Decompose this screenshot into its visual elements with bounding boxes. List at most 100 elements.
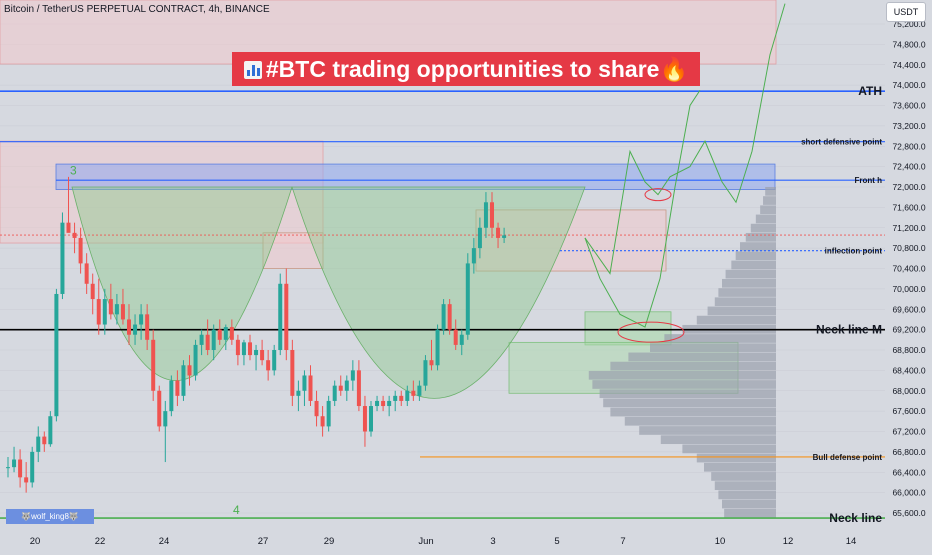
- candle-body: [369, 406, 373, 432]
- candle-body: [241, 342, 246, 356]
- x-tick-label: 5: [554, 536, 559, 547]
- candle-body: [254, 350, 259, 356]
- candle-body: [169, 380, 174, 412]
- candle-body: [151, 339, 156, 391]
- volume-bar-20: [588, 370, 776, 380]
- level-label-5: Bull defense point: [813, 453, 883, 462]
- volume-bar-27: [660, 435, 776, 445]
- volume-bar-2: [760, 205, 776, 215]
- y-tick-label: 75,200.0: [892, 19, 925, 29]
- x-tick-label: 12: [783, 536, 794, 547]
- candle-body: [90, 283, 95, 300]
- x-tick-label: 7: [620, 536, 625, 547]
- candle-body: [272, 350, 277, 371]
- currency-chip[interactable]: USDT: [886, 2, 926, 22]
- candle-body: [229, 327, 234, 340]
- candle-body: [66, 222, 71, 233]
- y-tick-label: 68,800.0: [892, 345, 925, 355]
- y-tick-label: 70,400.0: [892, 264, 925, 274]
- candle-body: [187, 365, 192, 376]
- candle-body: [362, 406, 367, 432]
- candle-body: [223, 327, 228, 340]
- candle-body: [344, 380, 349, 391]
- y-tick-label: 65,600.0: [892, 508, 925, 518]
- candle-body: [199, 334, 204, 345]
- candle-body: [471, 248, 476, 264]
- y-tick-label: 69,200.0: [892, 325, 925, 335]
- candle-body: [381, 400, 386, 407]
- volume-bar-29: [696, 453, 776, 463]
- candle-body: [12, 459, 17, 468]
- y-tick-label: 74,800.0: [892, 39, 925, 49]
- resistance-zone-left: [0, 140, 324, 244]
- candle-body: [429, 360, 434, 366]
- volume-bar-0: [765, 187, 776, 196]
- candle-body: [496, 227, 501, 238]
- candle-body: [72, 232, 77, 238]
- candle-body: [405, 390, 410, 401]
- highlight-ellipse: [617, 321, 685, 343]
- volume-bar-1: [763, 196, 776, 205]
- candle-body: [465, 263, 470, 335]
- candle-body: [502, 235, 507, 238]
- title-banner: #BTC trading opportunities to share🔥: [232, 52, 700, 86]
- candle-body: [54, 293, 59, 417]
- candle-body: [441, 304, 446, 330]
- volume-bar-22: [599, 389, 776, 399]
- volume-bar-4: [750, 223, 776, 233]
- candle-body: [114, 304, 119, 315]
- volume-bar-21: [592, 380, 776, 389]
- candle-body: [447, 304, 452, 330]
- volume-bar-9: [725, 269, 776, 279]
- candle-body: [350, 370, 355, 381]
- candle-body: [387, 400, 392, 407]
- volume-bar-12: [714, 297, 776, 307]
- x-tick-label: 10: [715, 536, 726, 547]
- y-tick-label: 73,600.0: [892, 101, 925, 111]
- y-tick-label: 73,200.0: [892, 121, 925, 131]
- candle-body: [181, 365, 186, 396]
- x-tick-label: 22: [95, 536, 106, 547]
- y-tick-label: 69,600.0: [892, 304, 925, 314]
- candle-body: [435, 329, 440, 366]
- volume-bar-14: [696, 315, 776, 325]
- volume-bar-33: [718, 490, 776, 500]
- level-label-2: Front h: [854, 176, 882, 185]
- candle-body: [127, 319, 131, 335]
- x-tick-label: 20: [30, 536, 41, 547]
- y-tick-label: 70,800.0: [892, 243, 925, 253]
- candle-body: [490, 202, 494, 228]
- volume-bar-17: [650, 343, 776, 353]
- volume-bar-8: [731, 260, 776, 270]
- candle-body: [278, 283, 283, 350]
- y-tick-label: 66,000.0: [892, 488, 925, 498]
- candle-body: [248, 342, 252, 356]
- candle-body: [399, 395, 404, 401]
- author-watermark: 🐺wolf_king8🐺: [6, 509, 94, 524]
- candle-body: [308, 375, 313, 401]
- volume-bar-28: [682, 444, 776, 454]
- volume-bar-5: [745, 232, 776, 242]
- title-text: #BTC trading opportunities to share🔥: [265, 56, 689, 82]
- level-label-3: inflection point: [825, 247, 883, 256]
- candle-body: [211, 329, 216, 350]
- candle-body: [338, 385, 343, 391]
- price-axis: [885, 0, 932, 550]
- candle-body: [36, 436, 41, 452]
- projection-path-upper: [584, 3, 786, 275]
- candle-body: [84, 263, 89, 284]
- annotation-label: 4: [233, 503, 240, 517]
- candle-body: [290, 350, 295, 396]
- candle-body: [108, 299, 113, 315]
- volume-bar-6: [740, 242, 776, 251]
- y-tick-label: 68,000.0: [892, 386, 925, 396]
- x-tick-label: Jun: [418, 536, 433, 547]
- candle-body: [235, 339, 240, 356]
- pattern-left-cup: [71, 186, 293, 381]
- level-label-4: Neck line M: [816, 323, 882, 337]
- volume-bar-25: [624, 416, 776, 426]
- volume-bar-34: [722, 499, 776, 509]
- candle-body: [393, 395, 398, 401]
